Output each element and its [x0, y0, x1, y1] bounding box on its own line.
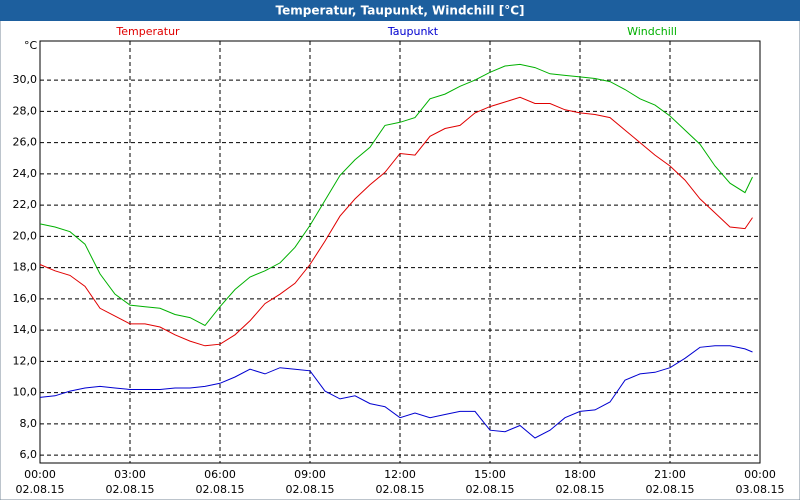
y-tick-label: 10,0: [13, 386, 38, 399]
x-tick-date: 02.08.15: [16, 483, 65, 496]
legend-entry: Windchill: [627, 25, 677, 38]
y-tick-label: 14,0: [13, 323, 38, 336]
series-line: [39, 345, 753, 439]
x-tick-label: 15:00: [474, 468, 506, 481]
x-tick-date: 02.08.15: [466, 483, 515, 496]
x-tick-date: 02.08.15: [376, 483, 425, 496]
y-tick-label: 18,0: [13, 261, 38, 274]
x-tick-label: 21:00: [654, 468, 686, 481]
x-tick-label: 12:00: [384, 468, 416, 481]
chart-title: Temperatur, Taupunkt, Windchill [°C]: [276, 4, 525, 18]
legend-entry: Temperatur: [115, 25, 180, 38]
x-tick-label: 03:00: [114, 468, 146, 481]
x-tick-date: 03.08.15: [736, 483, 785, 496]
x-tick-date: 02.08.15: [556, 483, 605, 496]
y-tick-label: 12,0: [13, 354, 38, 367]
x-tick-label: 18:00: [564, 468, 596, 481]
y-tick-label: 28,0: [13, 104, 38, 117]
x-tick-label: 06:00: [204, 468, 236, 481]
series-line: [39, 96, 753, 347]
y-unit: °C: [24, 39, 38, 52]
y-tick-label: 26,0: [13, 136, 38, 149]
title-bar: [0, 0, 800, 21]
y-tick-label: 8,0: [20, 417, 38, 430]
x-tick-date: 02.08.15: [646, 483, 695, 496]
y-tick-label: 30,0: [13, 73, 38, 86]
y-tick-label: 20,0: [13, 229, 38, 242]
legend-entry: Taupunkt: [387, 25, 439, 38]
x-tick-label: 00:00: [744, 468, 776, 481]
y-tick-label: 22,0: [13, 198, 38, 211]
y-tick-label: 6,0: [20, 448, 38, 461]
x-tick-label: 09:00: [294, 468, 326, 481]
x-tick-date: 02.08.15: [286, 483, 335, 496]
series-line: [39, 63, 753, 327]
x-tick-label: 00:00: [24, 468, 56, 481]
x-tick-date: 02.08.15: [106, 483, 155, 496]
y-tick-label: 24,0: [13, 167, 38, 180]
x-tick-date: 02.08.15: [196, 483, 245, 496]
y-tick-label: 16,0: [13, 292, 38, 305]
